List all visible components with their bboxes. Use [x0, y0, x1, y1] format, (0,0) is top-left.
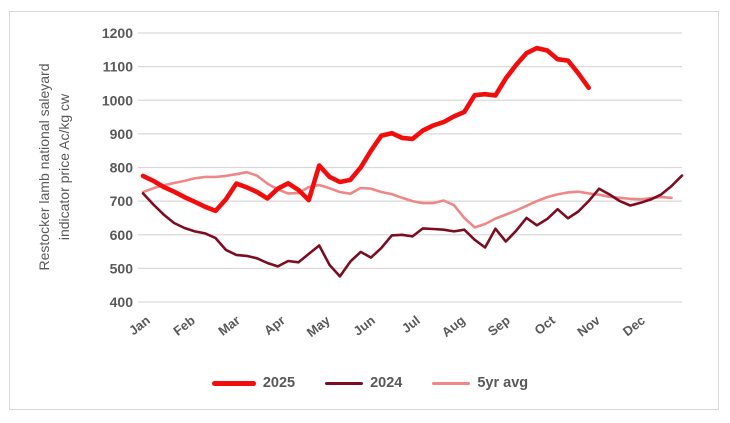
x-tick-label-jan: Jan	[126, 313, 153, 339]
y-tick-label-600: 600	[110, 227, 134, 243]
legend-label-2024: 2024	[370, 375, 403, 391]
legend-swatch-2024	[325, 381, 364, 385]
x-tick-label-aug: Aug	[439, 313, 468, 340]
series-line-5yr-avg	[141, 170, 673, 229]
y-tick-label-500: 500	[110, 260, 134, 276]
legend-label-5yr-avg: 5yr avg	[477, 375, 529, 391]
legend-swatch-2025	[211, 380, 256, 386]
y-tick-label-900: 900	[110, 126, 134, 142]
legend-label-2025: 2025	[262, 375, 296, 391]
legend-item-2024: 2024	[325, 375, 402, 391]
x-tick-label-oct: Oct	[532, 312, 559, 338]
legend-swatch-5yr-avg	[432, 381, 471, 385]
x-tick-label-may: May	[304, 312, 334, 340]
y-tick-label-800: 800	[110, 160, 134, 176]
x-tick-label-sep: Sep	[485, 313, 513, 340]
x-tick-label-apr: Apr	[261, 313, 288, 339]
chart-border	[9, 11, 719, 410]
legend-item-5yr-avg: 5yr avg	[432, 375, 528, 391]
x-tick-label-jul: Jul	[399, 313, 423, 336]
legend-item-2025: 2025	[211, 375, 296, 391]
y-tick-label-400: 400	[110, 294, 134, 310]
y-tick-label-700: 700	[110, 193, 134, 209]
x-tick-label-feb: Feb	[170, 313, 197, 339]
legend: 2025 2024 5yr avg	[140, 369, 600, 397]
y-tick-label-1000: 1000	[102, 92, 133, 108]
x-tick-label-jun: Jun	[350, 313, 377, 339]
series-line-2025	[140, 45, 592, 214]
x-tick-label-nov: Nov	[574, 312, 603, 339]
x-tick-label-mar: Mar	[215, 313, 242, 339]
x-tick-label-dec: Dec	[620, 313, 648, 340]
y-tick-label-1100: 1100	[103, 59, 134, 75]
series-line-2024	[141, 174, 684, 278]
y-tick-label-1200: 1200	[102, 25, 133, 41]
